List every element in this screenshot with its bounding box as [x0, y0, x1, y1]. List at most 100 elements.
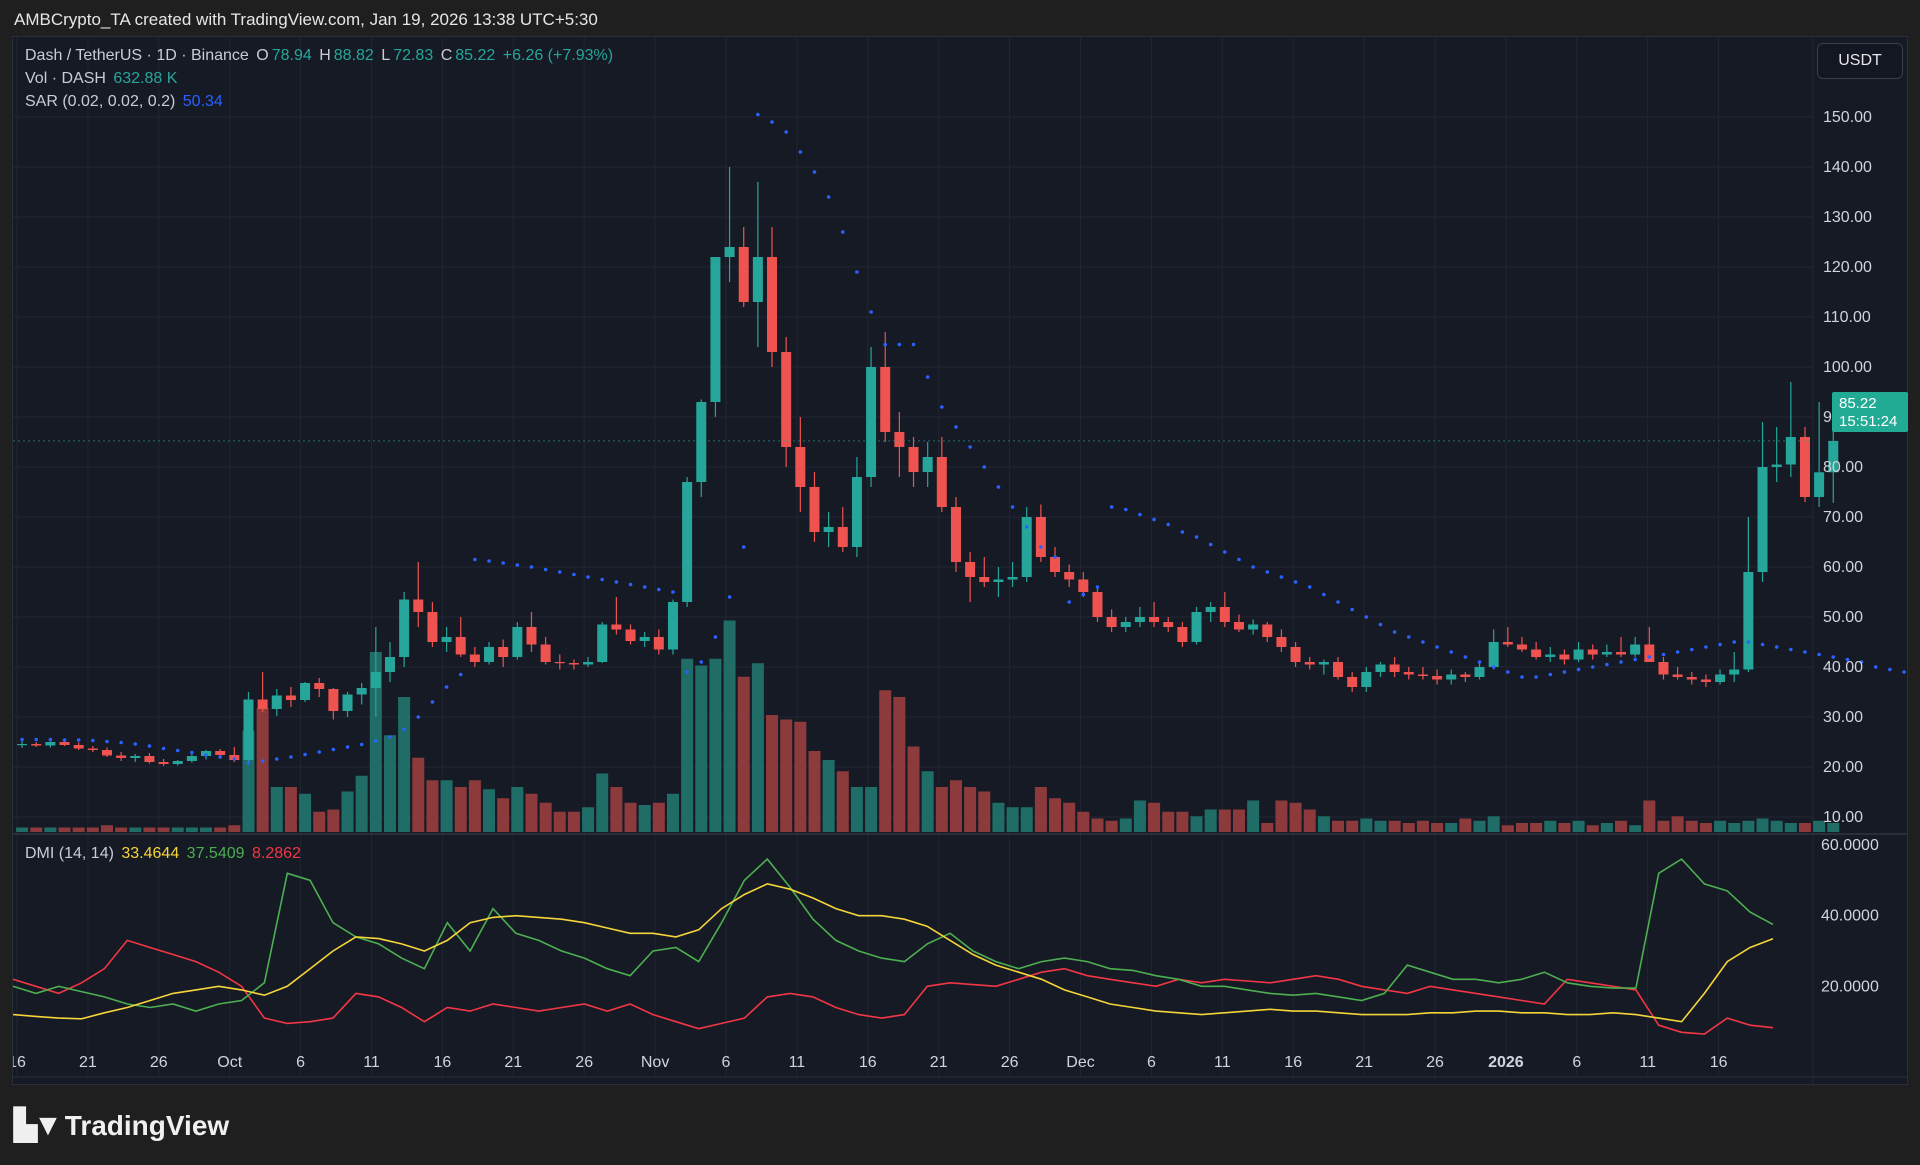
candle-body[interactable] — [1601, 652, 1612, 655]
candle-body[interactable] — [1333, 662, 1344, 677]
candle-body[interactable] — [215, 751, 226, 755]
candle-body[interactable] — [469, 654, 480, 663]
candle-body[interactable] — [384, 657, 395, 672]
candle-body[interactable] — [1799, 437, 1810, 497]
candle-body[interactable] — [144, 756, 155, 762]
candle-body[interactable] — [554, 662, 565, 664]
candle-body[interactable] — [1361, 672, 1372, 687]
candle-body[interactable] — [880, 367, 891, 432]
candle-body[interactable] — [399, 599, 410, 658]
candle-body[interactable] — [285, 695, 296, 701]
candle-body[interactable] — [1007, 577, 1018, 580]
candle-body[interactable] — [1814, 472, 1825, 497]
candle-body[interactable] — [809, 487, 820, 532]
candle-body[interactable] — [484, 647, 495, 662]
candle-body[interactable] — [186, 756, 197, 761]
candle-body[interactable] — [1630, 644, 1641, 655]
candle-body[interactable] — [1743, 572, 1754, 670]
candle-body[interactable] — [1771, 464, 1782, 468]
candle-body[interactable] — [1219, 607, 1230, 622]
candle-body[interactable] — [696, 402, 707, 482]
candle-body[interactable] — [314, 683, 325, 689]
candle-body[interactable] — [1686, 677, 1697, 680]
candle-body[interactable] — [1021, 517, 1032, 577]
candle-body[interactable] — [1516, 644, 1527, 650]
candle-body[interactable] — [498, 647, 509, 657]
candle-body[interactable] — [1276, 637, 1287, 647]
candle-body[interactable] — [1120, 622, 1131, 627]
candle-body[interactable] — [1616, 652, 1627, 655]
candle-body[interactable] — [1587, 649, 1598, 655]
candle-body[interactable] — [1700, 679, 1711, 683]
candle-body[interactable] — [1474, 667, 1485, 677]
candle-body[interactable] — [1446, 674, 1457, 680]
candle-body[interactable] — [965, 562, 976, 577]
candle-body[interactable] — [1531, 649, 1542, 658]
candle-body[interactable] — [1403, 672, 1414, 675]
candle-body[interactable] — [625, 629, 636, 642]
candle-body[interactable] — [568, 663, 579, 665]
candle-body[interactable] — [1347, 677, 1358, 687]
candle-body[interactable] — [894, 432, 905, 447]
candle-body[interactable] — [271, 695, 282, 710]
candle-body[interactable] — [356, 688, 367, 695]
candle-body[interactable] — [370, 672, 381, 688]
candle-body[interactable] — [59, 742, 70, 745]
candle-body[interactable] — [1106, 617, 1117, 627]
candle-body[interactable] — [936, 457, 947, 507]
candle-body[interactable] — [31, 744, 42, 746]
candle-body[interactable] — [1460, 674, 1471, 678]
candle-body[interactable] — [87, 748, 98, 751]
candle-body[interactable] — [1191, 612, 1202, 642]
candle-body[interactable] — [1715, 674, 1726, 683]
candle-body[interactable] — [441, 637, 452, 642]
candle-body[interactable] — [922, 457, 933, 472]
candle-body[interactable] — [1573, 649, 1584, 660]
chart-canvas[interactable]: 150.00140.00130.00120.00110.00100.0090.0… — [13, 37, 1907, 1084]
volume-legend[interactable]: Vol · DASH 632.88 K — [25, 70, 180, 88]
candle-body[interactable] — [1375, 664, 1386, 673]
candle-body[interactable] — [1785, 437, 1796, 465]
candle-body[interactable] — [130, 756, 141, 758]
candle-body[interactable] — [172, 761, 183, 764]
symbol-label[interactable]: Dash / TetherUS · 1D · Binance — [25, 47, 249, 64]
candle-body[interactable] — [512, 627, 523, 657]
candle-body[interactable] — [1163, 622, 1174, 627]
candle-body[interactable] — [823, 527, 834, 532]
candle-body[interactable] — [73, 745, 84, 749]
candle-body[interactable] — [1177, 627, 1188, 642]
candle-body[interactable] — [540, 644, 551, 663]
candle-body[interactable] — [950, 507, 961, 562]
candle-body[interactable] — [1078, 579, 1089, 593]
candle-body[interactable] — [1050, 557, 1061, 572]
candle-body[interactable] — [1502, 642, 1513, 645]
candle-body[interactable] — [993, 579, 1004, 583]
candle-body[interactable] — [866, 367, 877, 477]
candle-body[interactable] — [101, 750, 112, 756]
candle-body[interactable] — [243, 699, 254, 761]
candle-body[interactable] — [682, 482, 693, 602]
candle-body[interactable] — [1290, 647, 1301, 662]
candle-body[interactable] — [1233, 622, 1244, 630]
candle-body[interactable] — [427, 612, 438, 642]
candle-body[interactable] — [1672, 674, 1683, 678]
candle-body[interactable] — [1559, 654, 1570, 660]
candle-body[interactable] — [116, 755, 127, 759]
candle-body[interactable] — [781, 352, 792, 447]
candle-body[interactable] — [413, 599, 424, 613]
candle-body[interactable] — [1092, 592, 1103, 617]
candle-body[interactable] — [17, 744, 28, 746]
candle-body[interactable] — [1757, 467, 1768, 572]
candle-body[interactable] — [257, 699, 268, 710]
candle-body[interactable] — [1658, 662, 1669, 675]
candle-body[interactable] — [1432, 676, 1443, 680]
candle-body[interactable] — [597, 624, 608, 663]
tradingview-logo[interactable]: ▙▼ TradingView — [14, 1108, 229, 1143]
candle-body[interactable] — [795, 447, 806, 487]
candle-body[interactable] — [1729, 669, 1740, 675]
candle-body[interactable] — [342, 694, 353, 712]
currency-button[interactable]: USDT — [1817, 43, 1903, 79]
candle-body[interactable] — [526, 627, 537, 645]
sar-legend[interactable]: SAR (0.02, 0.02, 0.2) 50.34 — [25, 93, 226, 111]
candle-body[interactable] — [1318, 662, 1329, 665]
